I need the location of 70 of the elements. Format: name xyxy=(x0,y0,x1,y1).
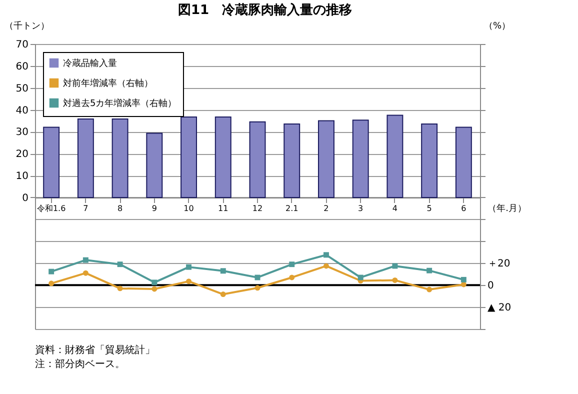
y-axis-title: （千トン） xyxy=(4,20,50,32)
x-tick-label: 令和1.6 xyxy=(36,204,66,213)
point xyxy=(117,262,123,268)
x-tick-label: 2 xyxy=(324,204,329,213)
y-tick-label: 0 xyxy=(22,192,28,204)
bar xyxy=(146,132,163,198)
point xyxy=(186,264,192,270)
point xyxy=(392,263,398,269)
x-tick-label: 5 xyxy=(426,204,432,213)
x-tick-label: 10 xyxy=(184,204,194,213)
point xyxy=(117,286,123,292)
x-tick-label: 8 xyxy=(118,204,123,213)
point xyxy=(82,270,88,276)
y-tick-label: 30 xyxy=(16,127,28,138)
y2-tick-label: ▲ 20 xyxy=(488,302,512,314)
bar xyxy=(455,126,472,198)
y-tick-label: 60 xyxy=(16,61,28,72)
x-tick-label: 11 xyxy=(218,204,228,213)
x-tick-label: 2.1 xyxy=(285,204,298,213)
point xyxy=(392,277,398,283)
y2-tick-label: ＋20 xyxy=(488,258,510,270)
point xyxy=(220,292,226,297)
x-tick-label: 7 xyxy=(83,204,88,213)
y-tick-label: 70 xyxy=(16,40,28,50)
point xyxy=(358,274,364,280)
legend-label: 対前年増減率（右軸） xyxy=(63,78,153,89)
y2-tick-label: 0 xyxy=(488,280,494,292)
y-tick-label: 20 xyxy=(16,149,28,160)
point xyxy=(460,276,466,282)
chart-title: 図11 冷蔵豚肉輸入量の推移 xyxy=(178,2,352,18)
point xyxy=(48,280,54,286)
bar xyxy=(214,116,232,198)
y-tick-label: 50 xyxy=(16,83,28,94)
point xyxy=(289,274,295,280)
point xyxy=(48,268,54,274)
bar xyxy=(77,118,94,198)
point xyxy=(323,263,329,269)
point xyxy=(152,280,158,286)
legend-label: 対過去5カ年増減率（右軸） xyxy=(63,98,177,109)
y-tick-label: 40 xyxy=(16,105,28,116)
point xyxy=(152,286,158,292)
bar xyxy=(421,124,438,198)
x-tick-label: 9 xyxy=(152,204,157,213)
bar xyxy=(318,120,334,198)
bar xyxy=(180,116,198,198)
bar xyxy=(386,114,404,198)
point xyxy=(289,262,295,268)
x-tick-label: 6 xyxy=(461,204,466,213)
x-tick-label: 4 xyxy=(392,204,398,213)
legend-label: 冷蔵品輸入量 xyxy=(63,58,117,69)
bar xyxy=(284,124,300,198)
point xyxy=(254,285,260,291)
bar xyxy=(43,126,60,198)
point xyxy=(82,257,88,263)
y-tick-label: 10 xyxy=(16,171,28,182)
point xyxy=(186,278,192,284)
x-axis-title: （年.月） xyxy=(488,202,526,214)
point xyxy=(220,268,226,274)
x-tick-label: 12 xyxy=(252,204,263,213)
point xyxy=(323,252,329,258)
text: 注：部分肉ベース。 xyxy=(35,358,125,370)
bar xyxy=(352,120,369,198)
point xyxy=(254,274,260,280)
point xyxy=(426,268,432,274)
bar xyxy=(112,118,128,198)
point xyxy=(426,286,432,292)
text: 資料：財務省「貿易統計」 xyxy=(35,344,155,356)
x-tick-label: 3 xyxy=(358,204,364,213)
bar xyxy=(249,121,266,198)
y2-axis-title: （%） xyxy=(484,22,510,32)
